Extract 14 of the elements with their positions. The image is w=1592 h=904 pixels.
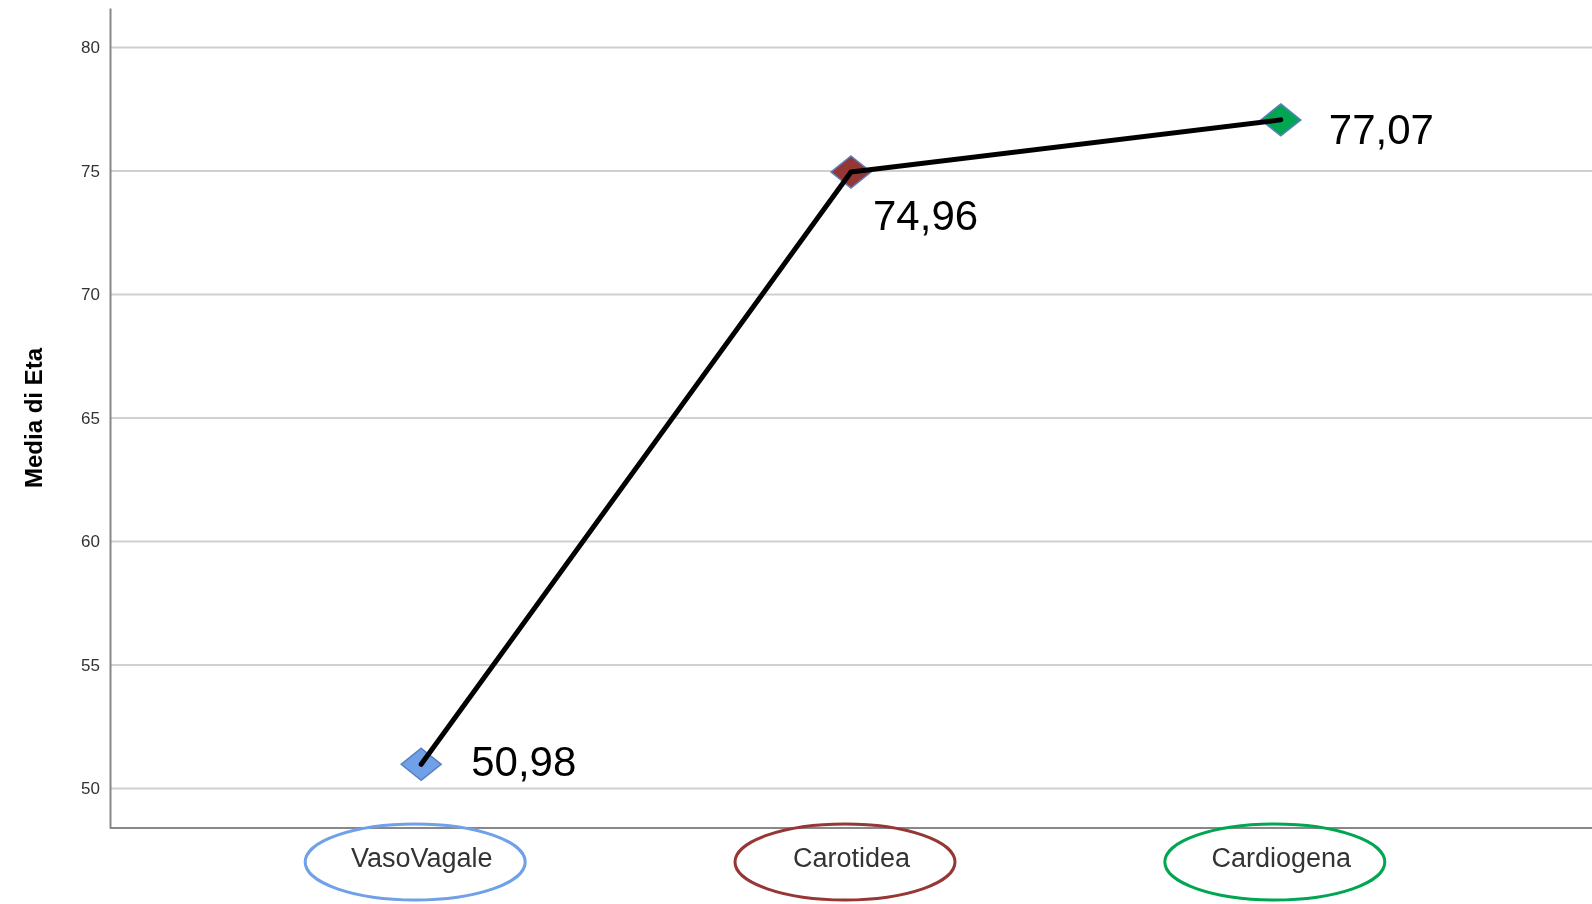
y-tick-label: 60	[81, 532, 100, 552]
data-label: 50,98	[471, 738, 577, 786]
y-axis-title: Media di Eta	[20, 347, 47, 489]
y-tick-label: 70	[81, 285, 100, 305]
x-tick-label: Carotidea	[792, 843, 912, 874]
y-tick-label: 50	[81, 779, 100, 799]
y-tick-label: 55	[81, 655, 100, 675]
x-tick-label: VasoVagale	[350, 843, 493, 874]
x-tick-label: Cardiogena	[1211, 843, 1353, 874]
y-tick-label: 65	[81, 408, 100, 428]
y-tick-label: 75	[81, 161, 100, 181]
data-label: 77,07	[1328, 105, 1434, 153]
data-label: 74,96	[873, 192, 979, 239]
y-tick-label: 80	[81, 38, 100, 58]
